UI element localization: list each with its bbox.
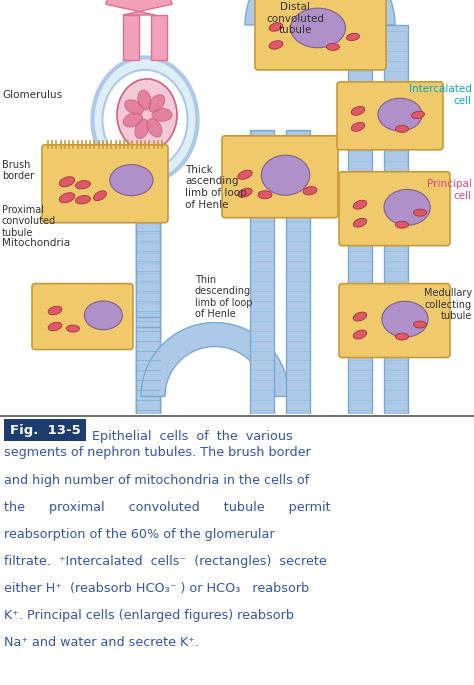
Ellipse shape [258, 190, 272, 199]
Ellipse shape [327, 43, 339, 51]
Text: Thin
descending
limb of loop
of Henle: Thin descending limb of loop of Henle [195, 275, 253, 319]
Ellipse shape [94, 191, 106, 201]
Bar [348, 25, 372, 414]
Ellipse shape [346, 34, 359, 40]
Text: filtrate.  ⁺Intercalated  cells⁻  (rectangles)  secrete: filtrate. ⁺Intercalated cells⁻ (rectangl… [4, 555, 327, 568]
Text: either H⁺  (reabsorb HCO₃⁻ ) or HCO₃   reabsorb: either H⁺ (reabsorb HCO₃⁻ ) or HCO₃ reab… [4, 582, 309, 595]
Ellipse shape [353, 312, 367, 321]
Ellipse shape [261, 155, 310, 195]
Ellipse shape [102, 70, 188, 170]
Text: segments of nephron tubules. The brush border: segments of nephron tubules. The brush b… [4, 447, 311, 460]
Ellipse shape [138, 90, 151, 110]
Text: Na⁺ and water and secrete K⁺.: Na⁺ and water and secrete K⁺. [4, 636, 199, 649]
Bar [136, 220, 160, 316]
Bar [286, 130, 310, 414]
Bar [384, 25, 408, 414]
Ellipse shape [152, 108, 172, 121]
Ellipse shape [411, 111, 424, 119]
Ellipse shape [351, 106, 365, 115]
Ellipse shape [291, 8, 346, 48]
Text: Glomerulus: Glomerulus [2, 90, 62, 100]
Ellipse shape [378, 98, 422, 131]
FancyBboxPatch shape [42, 145, 168, 223]
Ellipse shape [269, 40, 283, 49]
Ellipse shape [75, 196, 91, 204]
Ellipse shape [66, 325, 80, 332]
Ellipse shape [353, 219, 367, 227]
FancyBboxPatch shape [255, 0, 386, 70]
Ellipse shape [110, 164, 153, 196]
Ellipse shape [48, 306, 62, 315]
Ellipse shape [395, 125, 409, 132]
Text: Intercalated
cell: Intercalated cell [409, 84, 472, 105]
Ellipse shape [238, 170, 252, 179]
Ellipse shape [59, 177, 75, 187]
Ellipse shape [353, 200, 367, 209]
Polygon shape [106, 0, 172, 15]
Ellipse shape [158, 168, 168, 196]
Ellipse shape [59, 192, 75, 203]
Text: Fig.  13-5: Fig. 13-5 [9, 424, 81, 437]
Ellipse shape [147, 119, 162, 137]
Ellipse shape [125, 100, 143, 115]
Bar [151, 15, 167, 60]
Ellipse shape [122, 168, 132, 196]
Ellipse shape [148, 95, 165, 112]
Bar [250, 130, 274, 414]
Text: Principal
cell: Principal cell [427, 179, 472, 201]
Bar [136, 182, 160, 184]
Ellipse shape [384, 190, 430, 225]
Bar [136, 182, 160, 414]
Ellipse shape [269, 23, 283, 32]
Ellipse shape [92, 58, 198, 182]
Bar [4, 419, 86, 442]
Text: Medullary
collecting
tubule: Medullary collecting tubule [424, 288, 472, 321]
Bar [136, 327, 160, 414]
Ellipse shape [353, 330, 367, 339]
FancyBboxPatch shape [339, 284, 450, 358]
Ellipse shape [135, 119, 149, 138]
FancyBboxPatch shape [32, 284, 133, 349]
Text: reabsorption of the 60% of the glomerular: reabsorption of the 60% of the glomerula… [4, 527, 274, 540]
Text: K⁺. Principal cells (enlarged figures) reabsorb: K⁺. Principal cells (enlarged figures) r… [4, 609, 294, 622]
Text: the      proximal      convoluted      tubule      permit: the proximal convoluted tubule permit [4, 501, 331, 514]
Ellipse shape [117, 79, 177, 151]
Text: Distal
convoluted
tubule: Distal convoluted tubule [266, 2, 324, 35]
Ellipse shape [48, 322, 62, 331]
Ellipse shape [382, 301, 428, 337]
Bar [136, 184, 160, 414]
Ellipse shape [123, 113, 143, 127]
Ellipse shape [395, 221, 409, 228]
Text: and high number of mitochondria in the cells of: and high number of mitochondria in the c… [4, 473, 309, 486]
FancyBboxPatch shape [222, 136, 338, 218]
Text: Epithelial  cells  of  the  various: Epithelial cells of the various [92, 430, 293, 443]
Polygon shape [141, 323, 289, 397]
Text: Brush
border: Brush border [2, 160, 34, 182]
Text: Mitochondria: Mitochondria [2, 238, 70, 248]
Ellipse shape [238, 188, 252, 197]
Ellipse shape [351, 123, 365, 132]
FancyBboxPatch shape [339, 172, 450, 246]
Ellipse shape [75, 181, 91, 189]
Ellipse shape [413, 321, 427, 328]
Ellipse shape [395, 333, 409, 340]
Ellipse shape [84, 301, 122, 329]
Ellipse shape [303, 186, 317, 195]
Text: Proximal
convoluted
tubule: Proximal convoluted tubule [2, 205, 56, 238]
Ellipse shape [413, 209, 427, 216]
Polygon shape [245, 0, 395, 25]
Bar [123, 15, 139, 60]
Text: Thick
ascending
limb of loop
of Henle: Thick ascending limb of loop of Henle [185, 165, 247, 210]
FancyBboxPatch shape [337, 82, 443, 150]
